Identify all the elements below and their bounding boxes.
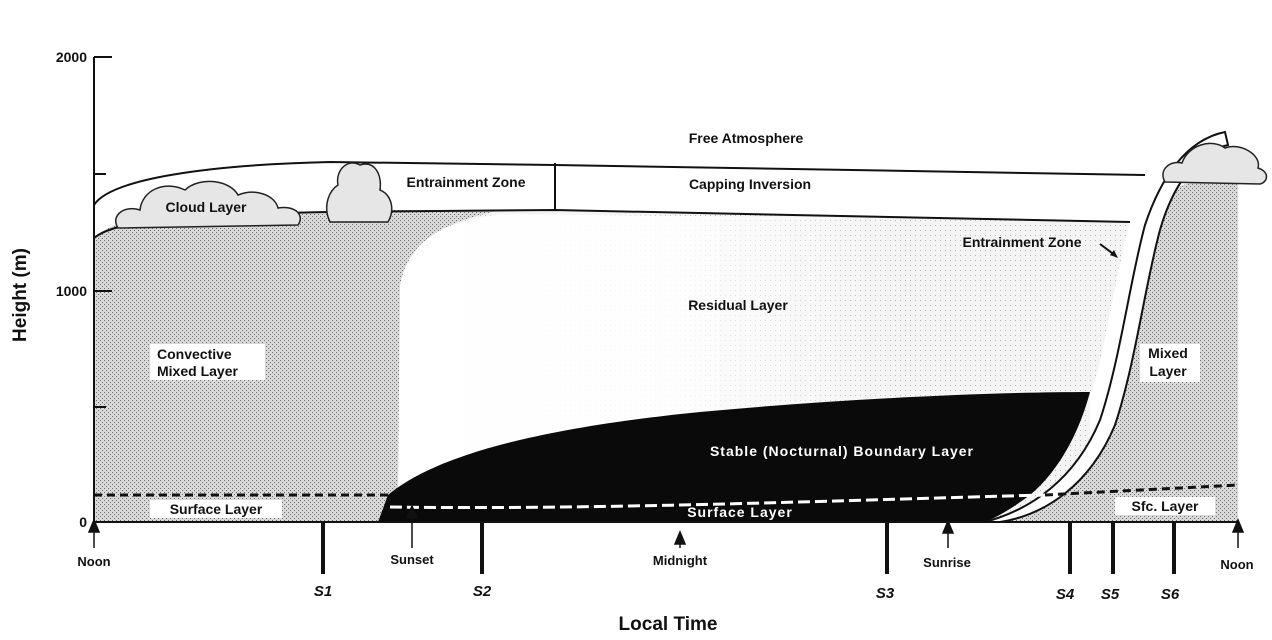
mixed-layer-region: [985, 178, 1238, 522]
x-axis-title: Local Time: [619, 614, 718, 635]
surface-layer-night-label: Surface Layer: [687, 504, 793, 520]
surface-layer-day-bg: [150, 500, 282, 518]
cloud-2: [326, 162, 393, 223]
sounding-label-s2: S2: [473, 583, 492, 600]
sounding-label-s3: S3: [876, 585, 895, 602]
surface-layer-boundaries: [94, 483, 1239, 510]
sfc-layer-label: Sfc. Layer: [1132, 498, 1199, 514]
time-label-sunrise: Sunrise: [923, 555, 971, 570]
convective-mixed-layer-region: [94, 210, 500, 522]
mixed-layer-label-1: Mixed: [1148, 345, 1188, 361]
sounding-label-s5: S5: [1101, 586, 1120, 603]
y-tick-1000: 1000: [56, 283, 87, 299]
time-label-noon-start: Noon: [77, 554, 110, 569]
cloud-layer-label: Cloud Layer: [166, 199, 247, 215]
sfc-layer-bg: [1115, 497, 1215, 515]
convective-mixed-layer-label-1: Convective: [157, 346, 232, 362]
stable-boundary-layer-label: Stable (Nocturnal) Boundary Layer: [710, 443, 974, 459]
convective-label-bg: [150, 344, 265, 380]
cloud-1: [115, 180, 301, 229]
time-marker-arrows: [87, 504, 1245, 548]
entrainment-zone-day-label: Entrainment Zone: [406, 174, 525, 190]
capping-inversion-label: Capping Inversion: [689, 176, 811, 192]
free-atmosphere-label: Free Atmosphere: [689, 130, 804, 146]
sounding-bars: [321, 522, 1176, 574]
surface-layer-day-label: Surface Layer: [170, 501, 263, 517]
cloud-layer-clouds: [115, 142, 1268, 229]
sounding-label-s4: S4: [1056, 586, 1075, 603]
entrainment-zone-morning-label: Entrainment Zone: [962, 234, 1081, 250]
sounding-label-s6: S6: [1161, 586, 1180, 603]
cloud-3: [1162, 142, 1268, 185]
sounding-label-s1: S1: [314, 583, 332, 600]
mixed-layer-label-bg: [1140, 344, 1200, 382]
morning-entrainment-zone-tube: [984, 130, 1230, 523]
y-tick-0: 0: [79, 514, 87, 530]
stable-boundary-layer-region: [378, 392, 1090, 522]
time-label-sunset: Sunset: [390, 552, 434, 567]
y-tick-2000: 2000: [56, 49, 87, 65]
mixed-layer-label-2: Layer: [1149, 363, 1187, 379]
y-axis-title: Height (m): [10, 248, 31, 342]
time-label-midnight: Midnight: [653, 553, 708, 568]
convective-mixed-layer-label-2: Mixed Layer: [157, 363, 238, 379]
residual-layer-label: Residual Layer: [688, 297, 788, 313]
axes: [93, 56, 1238, 523]
time-label-noon-end: Noon: [1220, 557, 1253, 572]
